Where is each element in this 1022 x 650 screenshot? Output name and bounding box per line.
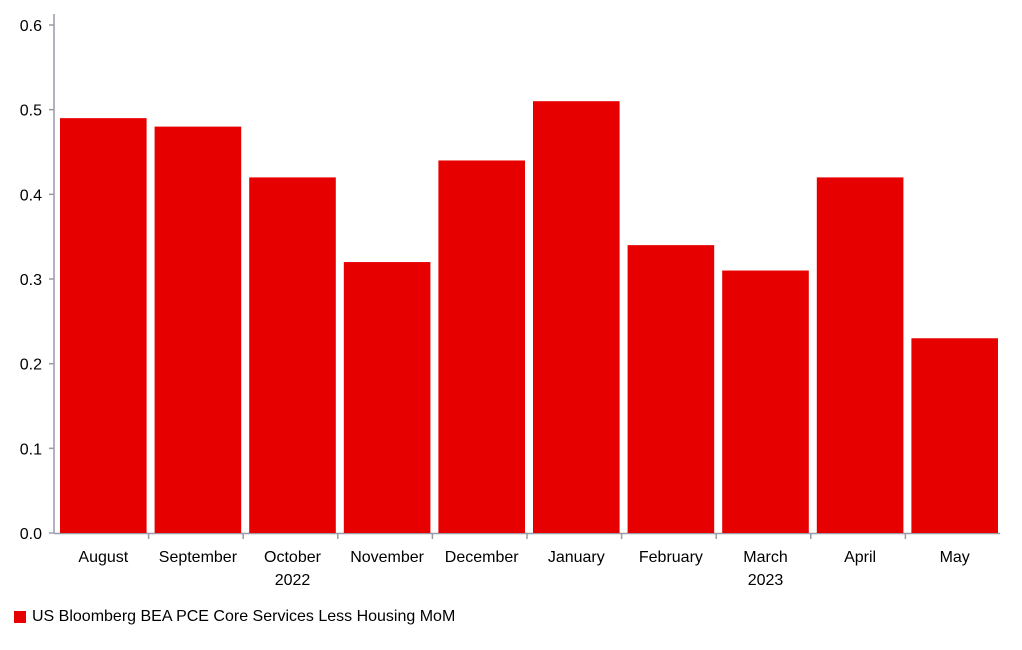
y-tick-label: 0.0 xyxy=(20,526,42,543)
x-tick-label: September xyxy=(159,549,238,566)
y-tick-label: 0.6 xyxy=(20,18,42,35)
y-tick-label: 0.1 xyxy=(20,441,42,458)
y-tick-label: 0.3 xyxy=(20,272,42,289)
x-tick-label: January xyxy=(548,549,605,566)
y-axis: 0.0 0.1 0.2 0.3 0.4 0.5 0.6 xyxy=(20,14,55,543)
x-tick-label: November xyxy=(350,549,424,566)
legend: US Bloomberg BEA PCE Core Services Less … xyxy=(14,608,455,626)
bar xyxy=(343,262,431,533)
bar xyxy=(60,118,147,533)
x-tick-label: October xyxy=(264,549,322,566)
x-axis: August September October 2022 November Decemb… xyxy=(54,532,1000,589)
y-tick-label: 0.4 xyxy=(20,187,42,204)
x-year-label: 2023 xyxy=(748,572,784,589)
x-tick-label: August xyxy=(78,549,128,566)
bar xyxy=(438,160,525,533)
bar xyxy=(533,101,620,533)
x-tick-label: April xyxy=(844,549,876,566)
x-tick-label: May xyxy=(940,549,970,566)
bar xyxy=(722,270,809,533)
legend-label: US Bloomberg BEA PCE Core Services Less … xyxy=(32,608,456,625)
x-tick-label: March xyxy=(743,549,787,566)
x-tick-label: February xyxy=(639,549,703,566)
x-year-label: 2022 xyxy=(275,572,311,589)
bar xyxy=(911,338,998,533)
bars xyxy=(60,101,998,533)
x-tick-label: December xyxy=(445,549,519,566)
bar xyxy=(627,245,715,533)
bar xyxy=(249,177,336,533)
y-tick-label: 0.2 xyxy=(20,357,42,374)
bar xyxy=(154,126,242,533)
legend-swatch xyxy=(14,611,26,623)
y-tick-label: 0.5 xyxy=(20,103,42,120)
bar xyxy=(816,177,904,533)
